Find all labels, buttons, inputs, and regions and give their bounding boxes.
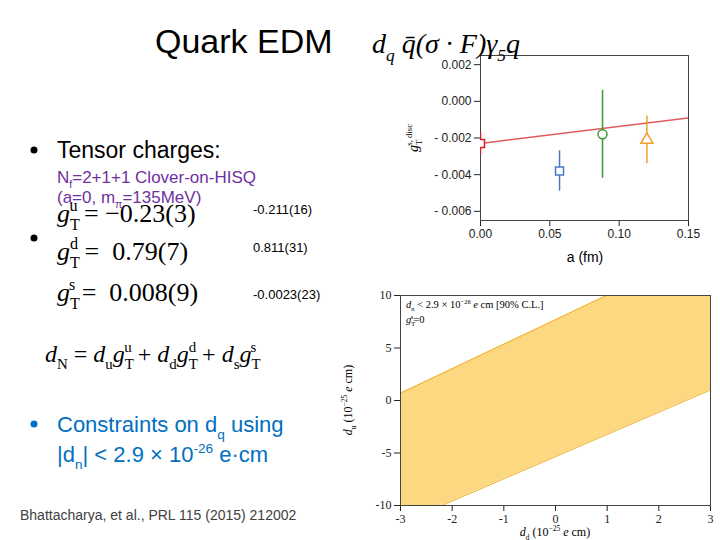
svg-text:2: 2 — [656, 512, 662, 526]
svg-text:0: 0 — [386, 393, 392, 407]
svg-text:0.00: 0.00 — [469, 227, 493, 241]
svg-text:-10: -10 — [376, 498, 392, 512]
svg-text:0.10: 0.10 — [607, 227, 631, 241]
svg-text:- 0.006: - 0.006 — [434, 204, 472, 218]
svg-text:- 0.004: - 0.004 — [434, 168, 472, 182]
svg-text:10: 10 — [380, 288, 392, 302]
svg-text:dq q̄(σ · F)γ5q: dq q̄(σ · F)γ5q — [372, 28, 520, 65]
svg-text:-1: -1 — [499, 512, 509, 526]
svg-text:0: 0 — [553, 512, 559, 526]
svg-text:-0.0023(23): -0.0023(23) — [253, 287, 320, 302]
svg-text:dN = dugTu + ddgTd + dsgTs: dN = dugTu + ddgTd + dsgTs — [45, 339, 260, 372]
svg-text:gTs = 0.008(9): gTs = 0.008(9) — [57, 276, 198, 312]
svg-text:Tensor charges:: Tensor charges: — [57, 137, 221, 163]
svg-text:a (fm): a (fm) — [567, 249, 604, 265]
svg-text:-2: -2 — [447, 512, 457, 526]
svg-text:5: 5 — [386, 341, 392, 355]
svg-text:Quark EDM: Quark EDM — [155, 22, 333, 60]
svg-text:-3: -3 — [396, 512, 406, 526]
svg-text:dd (10−25 e cm): dd (10−25 e cm) — [520, 524, 590, 540]
svg-text:gTu = −0.23(3): gTu = −0.23(3) — [57, 197, 196, 233]
svg-text:dn < 2.9 × 10−26 e cm [90% C.L: dn < 2.9 × 10−26 e cm [90% C.L.] — [406, 298, 544, 313]
svg-text:-5: -5 — [382, 446, 392, 460]
svg-text:|dn| < 2.9 × 10-26 e·cm: |dn| < 2.9 × 10-26 e·cm — [57, 441, 268, 472]
svg-text:gTs=0: gTs=0 — [406, 313, 425, 328]
svg-text:0.811(31): 0.811(31) — [253, 240, 308, 255]
svg-text:du (10−25 e cm): du (10−25 e cm) — [340, 365, 358, 435]
svg-text:gTd = 0.79(7): gTd = 0.79(7) — [57, 235, 188, 271]
svg-text:3: 3 — [708, 512, 714, 526]
svg-text:0.15: 0.15 — [677, 227, 701, 241]
svg-text:-0.211(16): -0.211(16) — [253, 202, 312, 217]
svg-text:(a=0, mπ=135MeV): (a=0, mπ=135MeV) — [57, 188, 201, 210]
svg-text:gTs, disc: gTs, disc — [404, 124, 424, 152]
svg-text:0.000: 0.000 — [441, 94, 471, 108]
svg-text:Nf=2+1+1 Clover-on-HISQ: Nf=2+1+1 Clover-on-HISQ — [57, 168, 256, 190]
svg-text:Bhattacharya, et al., PRL 115: Bhattacharya, et al., PRL 115 (2015) 212… — [20, 507, 297, 523]
svg-text:0.05: 0.05 — [538, 227, 562, 241]
svg-text:- 0.002: - 0.002 — [434, 131, 472, 145]
svg-text:1: 1 — [604, 512, 610, 526]
svg-text:0.002: 0.002 — [441, 58, 471, 72]
svg-text:Constraints on dq using: Constraints on dq using — [57, 412, 284, 442]
